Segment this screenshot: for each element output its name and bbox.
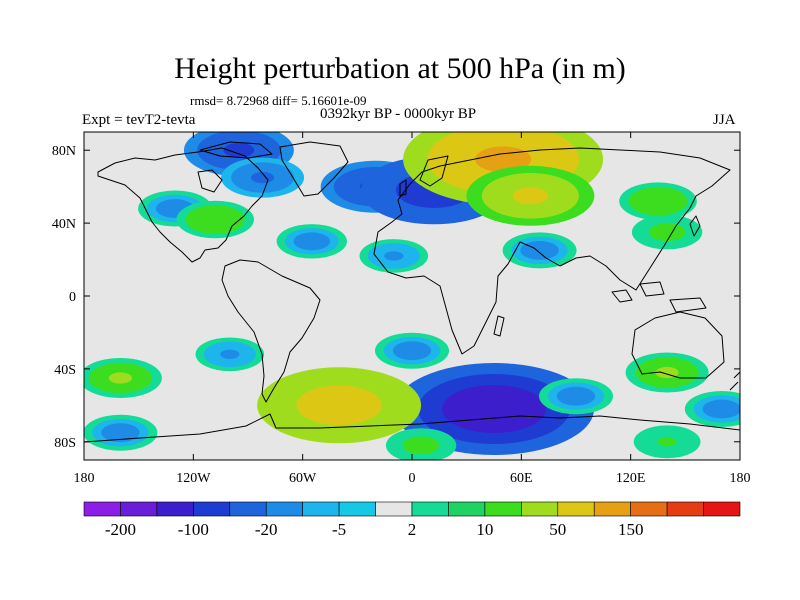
colorbar-swatch bbox=[666, 501, 704, 517]
coastline-arctic-islands bbox=[199, 141, 273, 159]
x-tick-label: 60E bbox=[510, 471, 533, 486]
coastline-new-zealand bbox=[729, 371, 740, 391]
anomaly-blob bbox=[110, 427, 131, 438]
chart-title: Height perturbation at 500 hPa (in m) bbox=[174, 52, 626, 85]
coastline-eurasia-africa bbox=[373, 147, 731, 355]
coastline-britain bbox=[399, 179, 407, 197]
colorbar-swatch bbox=[484, 501, 522, 517]
colorbar-swatch bbox=[265, 501, 303, 517]
coastlines bbox=[84, 141, 740, 443]
colorbar-label: 150 bbox=[618, 520, 644, 539]
colorbar-swatch bbox=[411, 501, 449, 517]
colorbar-swatch bbox=[521, 501, 559, 517]
colorbar-label: -5 bbox=[332, 520, 346, 539]
colorbar-label: -20 bbox=[255, 520, 278, 539]
colorbar-label: 50 bbox=[549, 520, 566, 539]
coastline-hudson-bay bbox=[197, 169, 223, 193]
x-tick-label: 120E bbox=[616, 471, 646, 486]
anomaly-blob bbox=[411, 440, 431, 451]
coastline-antarctica bbox=[84, 413, 740, 443]
colorbar: -200 -100 -20 -5 2 10 50 150 bbox=[83, 501, 741, 539]
colorbar-swatch bbox=[156, 501, 194, 517]
anomaly-blob bbox=[657, 437, 677, 447]
colorbar-swatch bbox=[630, 501, 668, 517]
anomaly-blob bbox=[647, 195, 669, 207]
coastline-greenland bbox=[279, 141, 349, 197]
anomaly-blob bbox=[223, 142, 255, 158]
anomaly-blob bbox=[657, 227, 677, 237]
colorbar-label: -100 bbox=[178, 520, 209, 539]
anomaly-blob bbox=[301, 236, 322, 247]
coastline-scandinavia bbox=[419, 155, 449, 187]
colorbar-label: 2 bbox=[408, 520, 417, 539]
x-tick-label: 180 bbox=[730, 471, 751, 486]
rmsd-stats: rmsd= 8.72968 diff= 5.16601e-09 bbox=[190, 93, 367, 108]
anomaly-blob bbox=[711, 404, 733, 414]
anomaly-blob bbox=[251, 172, 275, 184]
y-tick-label: 80N bbox=[52, 144, 76, 159]
experiment-label: Expt = tevT2-tevta bbox=[82, 112, 196, 128]
colorbar-swatch bbox=[557, 501, 595, 517]
coastline-australia bbox=[631, 311, 725, 379]
period-subtitle: 0392kyr BP - 0000kyr BP bbox=[320, 106, 477, 122]
coastline-north-america bbox=[97, 147, 269, 263]
anomaly-blob bbox=[565, 391, 587, 402]
y-tick-label: 40S bbox=[54, 363, 76, 378]
anomaly-blob bbox=[384, 251, 404, 261]
x-tick-label: 180 bbox=[74, 471, 95, 486]
colorbar-swatch bbox=[375, 501, 413, 517]
colorbar-swatch bbox=[703, 501, 741, 517]
anomaly-blob bbox=[466, 396, 522, 422]
latitude-axis: 80N 40N 0 40S 80S bbox=[52, 144, 740, 451]
x-tick-label: 60W bbox=[289, 471, 317, 486]
y-tick-label: 40N bbox=[52, 217, 76, 232]
anomaly-blob bbox=[512, 187, 549, 205]
x-tick-label: 0 bbox=[409, 471, 416, 486]
y-tick-label: 80S bbox=[54, 436, 76, 451]
anomaly-blob bbox=[220, 349, 240, 359]
colorbar-label: 10 bbox=[476, 520, 493, 539]
anomaly-blob bbox=[204, 214, 227, 225]
colorbar-swatch bbox=[593, 501, 631, 517]
anomaly-blob bbox=[401, 345, 423, 356]
coastline-south-america bbox=[221, 259, 321, 403]
coastline-maritime-continent bbox=[611, 281, 707, 313]
x-tick-label: 120W bbox=[176, 471, 211, 486]
coastline-madagascar bbox=[493, 315, 505, 337]
colorbar-swatch bbox=[229, 501, 267, 517]
anomaly-blob bbox=[475, 146, 532, 173]
anomaly-field bbox=[84, 132, 740, 460]
y-tick-label: 0 bbox=[69, 290, 76, 305]
longitude-axis: 180 120W 60W 0 60E 120E 180 bbox=[74, 132, 751, 486]
anomaly-blob bbox=[164, 203, 186, 214]
colorbar-swatch bbox=[302, 501, 340, 517]
colorbar-swatch bbox=[120, 501, 158, 517]
colorbar-swatch bbox=[193, 501, 231, 517]
colorbar-swatch bbox=[338, 501, 376, 517]
anomaly-blob bbox=[316, 394, 363, 416]
colorbar-swatch bbox=[448, 501, 486, 517]
colorbar-label: -200 bbox=[105, 520, 136, 539]
colorbar-swatch bbox=[83, 501, 121, 517]
coastline-japan bbox=[689, 215, 701, 237]
anomaly-blob bbox=[655, 366, 679, 379]
season-label: JJA bbox=[713, 112, 736, 128]
anomaly-blob bbox=[108, 372, 132, 384]
